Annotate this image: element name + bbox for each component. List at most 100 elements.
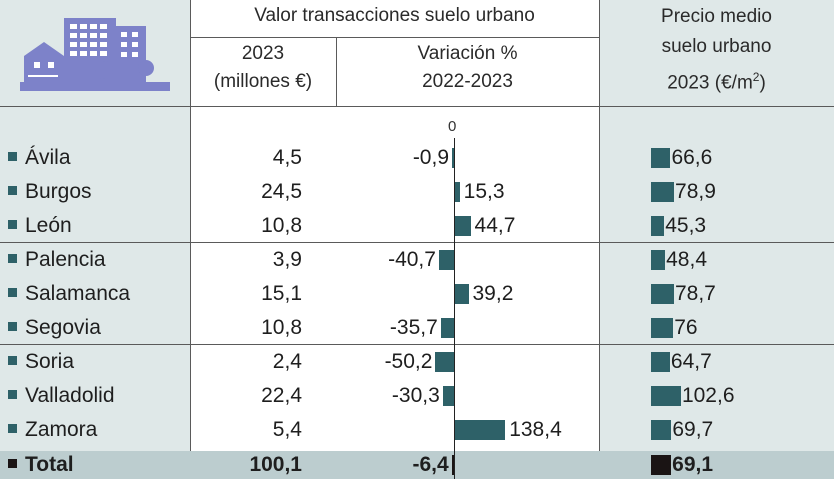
variation-bar	[454, 216, 471, 236]
divider-v1	[190, 0, 191, 451]
row-name-text: Ávila	[25, 146, 71, 169]
row-value-2023: 22,4	[261, 384, 302, 407]
row-name: Burgos	[8, 175, 92, 209]
row-value-2023: 3,9	[272, 248, 302, 271]
divider-h-group1	[0, 242, 834, 243]
right-panel-bg	[599, 0, 834, 479]
bullet-square-icon	[8, 322, 17, 331]
variation-label: 138,4	[509, 418, 562, 441]
header-col3-line3: 2023 (€/m2)	[599, 62, 834, 98]
row-name-text: Valladolid	[25, 384, 115, 407]
header-col2: Variación % 2022-2023	[336, 40, 599, 96]
bullet-square-icon	[8, 220, 17, 229]
variation-bar	[438, 250, 454, 270]
header-col3-line3-text: 2023 (€/m	[667, 72, 753, 94]
row-name: Palencia	[8, 243, 106, 277]
variation-label: -6,4	[412, 453, 449, 476]
header-value-group: Valor transacciones suelo urbano	[254, 5, 535, 26]
price-label: 78,7	[674, 282, 716, 305]
variation-bar	[454, 284, 469, 304]
price-bar	[651, 455, 672, 475]
header-col1: 2023 (millones €)	[190, 40, 336, 96]
header-col3-line2: suelo urbano	[661, 36, 772, 57]
zero-axis-label: 0	[448, 118, 457, 135]
row-name: Valladolid	[8, 379, 115, 413]
row-name: Salamanca	[8, 277, 130, 311]
zero-axis-line	[454, 138, 455, 479]
price-label: 76	[674, 316, 698, 339]
row-value-2023: 24,5	[261, 180, 302, 203]
bullet-square-icon	[8, 390, 17, 399]
variation-bar	[452, 148, 454, 168]
row-value-2023: 4,5	[272, 146, 302, 169]
row-name: Zamora	[8, 413, 97, 447]
price-label: 48,4	[666, 248, 707, 271]
bullet-square-icon	[8, 424, 17, 433]
buildings-icon	[20, 18, 170, 91]
price-bar	[651, 352, 670, 372]
price-bar	[651, 386, 681, 406]
row-name: Segovia	[8, 311, 101, 345]
price-bar	[651, 284, 674, 304]
bullet-square-icon	[8, 288, 17, 297]
variation-bar	[454, 182, 460, 202]
divider-v2	[599, 0, 600, 451]
row-value-2023: 15,1	[261, 282, 302, 305]
price-bar	[651, 420, 672, 440]
variation-label: -50,2	[384, 350, 433, 373]
header-col3-superscript: 2	[752, 70, 760, 84]
row-value-2023: 10,8	[261, 316, 302, 339]
header-col3: Precio medio suelo urbano 2023 (€/m2)	[599, 2, 834, 98]
variation-label: 39,2	[472, 282, 514, 305]
price-bar	[651, 318, 674, 338]
total-row-bg	[0, 451, 834, 479]
bullet-square-icon	[8, 254, 17, 263]
bullet-square-icon	[8, 186, 17, 195]
bullet-square-icon	[8, 356, 17, 365]
row-name-text: Zamora	[25, 418, 98, 441]
variation-label: -40,7	[388, 248, 436, 271]
row-value-2023: 5,4	[272, 418, 302, 441]
price-label: 102,6	[681, 384, 735, 407]
variation-bar	[435, 352, 454, 372]
price-bar	[651, 250, 666, 270]
price-label: 69,7	[672, 418, 714, 441]
variation-label: -35,7	[389, 316, 438, 339]
header-col1-line1: 2023	[241, 43, 285, 64]
row-value-2023: 2,4	[272, 350, 302, 373]
variation-label: -30,3	[391, 384, 440, 407]
price-label: 66,6	[671, 146, 713, 169]
variation-bar	[440, 318, 454, 338]
header-col1-line2: (millones €)	[213, 71, 313, 92]
row-name-text: Segovia	[25, 316, 101, 339]
total-name: Total	[8, 448, 74, 482]
header-col2-line1: Variación %	[417, 43, 518, 64]
bullet-square-icon	[8, 152, 17, 161]
bullet-square-icon	[8, 459, 17, 468]
price-label: 78,9	[675, 180, 716, 203]
row-name-text: Total	[25, 453, 74, 476]
price-bar	[651, 216, 665, 236]
variation-label: 44,7	[474, 214, 516, 237]
row-value-2023: 100,1	[249, 453, 302, 476]
row-name: Soria	[8, 345, 74, 379]
divider-v3	[336, 38, 337, 106]
variation-bar	[451, 455, 454, 475]
row-name-text: Soria	[25, 350, 75, 373]
divider-h-header	[190, 37, 599, 38]
price-label: 64,7	[670, 350, 712, 373]
price-bar	[651, 182, 675, 202]
price-label: 69,1	[672, 453, 714, 476]
variation-bar	[454, 420, 506, 440]
divider-h-group2	[0, 344, 834, 345]
header-col2-line2: 2022-2023	[422, 71, 513, 92]
row-name-text: Salamanca	[25, 282, 131, 305]
row-name: Ávila	[8, 141, 71, 175]
row-name-text: León	[25, 214, 72, 237]
row-name: León	[8, 209, 72, 243]
header-col3-line1: Precio medio	[661, 6, 772, 27]
variation-bar	[442, 386, 454, 406]
header-col3-line3-end: )	[759, 72, 766, 94]
price-label: 45,3	[665, 214, 707, 237]
row-name-text: Burgos	[25, 180, 92, 203]
